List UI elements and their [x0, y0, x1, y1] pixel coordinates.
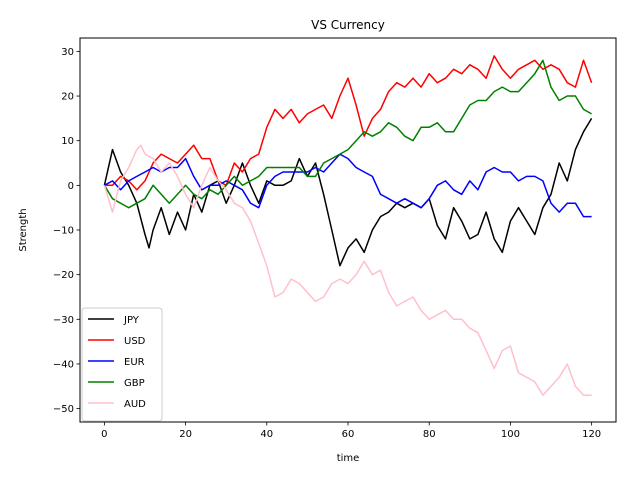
legend-label-gbp: GBP — [124, 378, 145, 389]
x-tick-label: 20 — [179, 429, 192, 440]
y-tick-label: 20 — [61, 92, 74, 103]
series-line-jpy — [103, 118, 593, 267]
legend-label-usd: USD — [124, 336, 146, 347]
series-layer — [103, 55, 593, 396]
legend: JPY USD EUR GBP AUD — [81, 307, 163, 422]
legend-label-eur: EUR — [124, 357, 145, 368]
series-line-aud — [103, 144, 592, 396]
y-tick-label: 0 — [68, 181, 74, 192]
y-tick-label: −50 — [53, 404, 74, 415]
y-tick-label: −40 — [53, 359, 74, 370]
legend-box — [81, 307, 163, 422]
legend-label-aud: AUD — [124, 399, 146, 410]
x-tick-label: 0 — [101, 429, 107, 440]
x-tick-label: 40 — [260, 429, 273, 440]
legend-label-jpy: JPY — [123, 315, 140, 326]
chart-title: VS Currency — [311, 18, 385, 32]
x-tick-label: 100 — [501, 429, 520, 440]
y-tick-label: −20 — [53, 270, 74, 281]
y-axis-label: Strength — [18, 208, 29, 251]
x-axis-label: time — [337, 453, 360, 464]
x-tick-label: 60 — [342, 429, 355, 440]
series-line-gbp — [103, 59, 592, 209]
series-line-usd — [104, 55, 593, 191]
series-line-eur — [104, 153, 592, 218]
y-tick-label: 30 — [61, 47, 74, 58]
y-tick-label: −30 — [53, 315, 74, 326]
ticks-layer: 0 20 40 60 80 100 120 −50 −40 −30 −20 −10 0 10 20 30 — [53, 47, 601, 440]
x-tick-label: 80 — [423, 429, 436, 440]
y-tick-label: 10 — [61, 136, 74, 147]
y-tick-label: −10 — [53, 226, 74, 237]
x-tick-label: 120 — [582, 429, 601, 440]
